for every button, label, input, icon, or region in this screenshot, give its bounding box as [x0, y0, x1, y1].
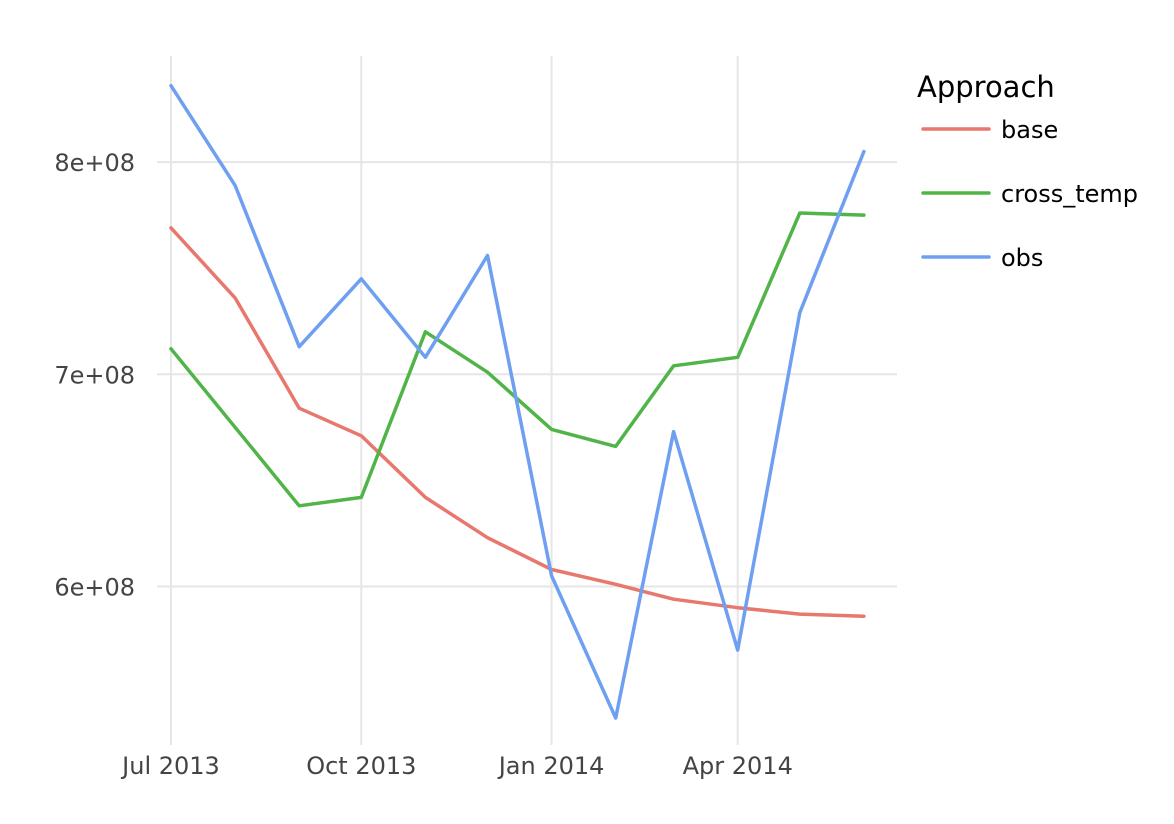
y-axis-tick-labels: 6e+08 7e+08 8e+08 [54, 149, 135, 601]
x-tick-label: Apr 2014 [683, 752, 793, 780]
x-tick-label: Oct 2013 [306, 752, 416, 780]
x-tick-label: Jan 2014 [497, 752, 605, 780]
legend-label: cross_temp [1001, 180, 1138, 208]
x-axis-tick-labels: Jul 2013 Oct 2013 Jan 2014 Apr 2014 [120, 752, 793, 780]
y-tick-label: 6e+08 [54, 573, 135, 601]
grid-lines [157, 56, 897, 745]
legend-item-base: base [921, 116, 1058, 144]
legend-label: obs [1001, 244, 1043, 272]
y-tick-label: 7e+08 [54, 361, 135, 389]
series-line-obs [169, 83, 866, 720]
legend-title: Approach [917, 70, 1055, 104]
series-lines [169, 83, 866, 720]
series-line-cross-temp [169, 211, 866, 508]
x-tick-label: Jul 2013 [120, 752, 220, 780]
legend-item-cross-temp: cross_temp [921, 180, 1138, 208]
legend-label: base [1001, 116, 1058, 144]
series-line-base [169, 226, 866, 618]
legend-item-obs: obs [921, 244, 1043, 272]
y-tick-label: 8e+08 [54, 149, 135, 177]
